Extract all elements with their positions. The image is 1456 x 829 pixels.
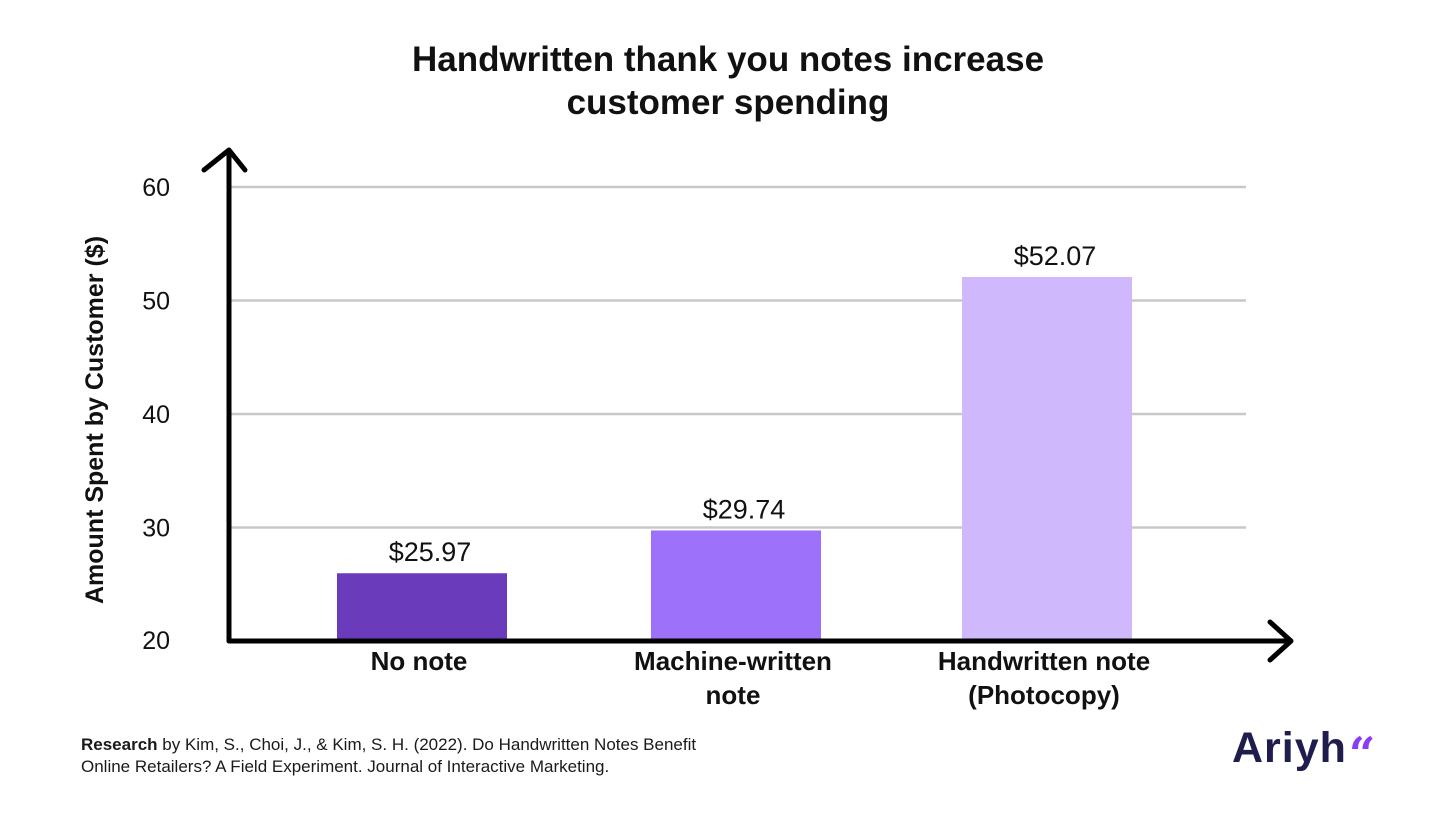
source-citation: Research by Kim, S., Choi, J., & Kim, S.… [81,734,841,778]
source-lead: Research [81,735,158,754]
brand-wordmark: Ariyh [1232,724,1347,772]
axes [201,147,1294,663]
source-line-2: Online Retailers? A Field Experiment. Jo… [81,757,610,776]
source-line-1: Research by Kim, S., Choi, J., & Kim, S.… [81,734,841,756]
data-label-1: $25.97 [389,537,472,567]
chart-title-line-1: Handwritten thank you notes increase [411,40,1045,79]
bar-3 [962,277,1132,641]
y-tick-label: 60 [142,174,170,202]
x-tick-label: note [706,680,761,710]
x-tick-label: Handwritten note [938,646,1150,676]
data-label-2: $29.74 [703,494,786,524]
source-line-1-rest: by Kim, S., Choi, J., & Kim, S. H. (2022… [157,735,697,754]
data-label-3: $52.07 [1014,241,1097,271]
quote-mark-icon: “ [1348,727,1377,781]
y-tick-label: 20 [142,627,170,655]
bar-2 [651,530,821,641]
x-axis-arrow-icon [1267,619,1294,663]
chart-title-line-2: customer spending [566,83,890,122]
x-tick-labels: No note Machine-written note Handwritten no… [371,646,1151,710]
chart-title: Handwritten thank you notes increase cus… [0,38,1456,124]
x-tick-label: Machine-written [634,646,832,676]
x-tick-label: No note [371,646,468,676]
brand-logo: Ariyh “ [1232,722,1376,780]
data-labels: $25.97 $29.74 $52.07 [389,241,1097,567]
y-axis-label: Amount Spent by Customer ($) [81,236,109,604]
y-tick-label: 40 [142,401,170,429]
y-tick-labels: 20 30 40 50 60 [142,174,170,655]
y-axis-arrow-icon [201,147,248,173]
bars [337,277,1132,641]
y-tick-label: 50 [142,288,170,316]
bar-1 [337,573,507,641]
x-tick-label: (Photocopy) [968,680,1120,710]
y-tick-label: 30 [142,515,170,543]
